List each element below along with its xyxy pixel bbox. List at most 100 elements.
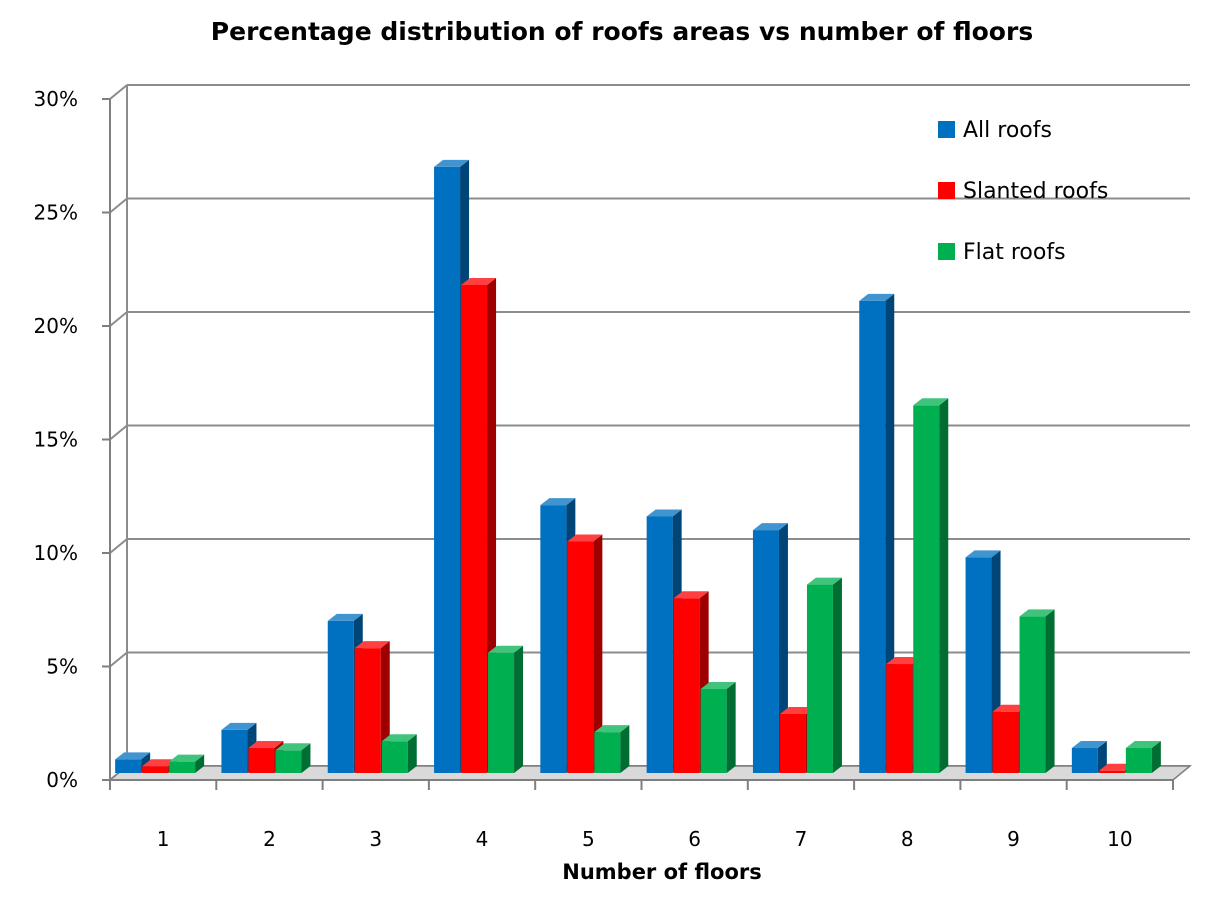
y-tick-label: 10% xyxy=(34,541,78,565)
y-tick-label: 30% xyxy=(34,87,78,111)
bar-front xyxy=(992,711,1019,773)
bar-top xyxy=(142,759,178,767)
bar-front xyxy=(115,759,142,773)
bar-top xyxy=(1071,741,1107,749)
bar xyxy=(913,398,949,773)
bar-top xyxy=(169,754,205,762)
legend-swatch xyxy=(938,121,955,138)
x-tick-label: 8 xyxy=(901,827,914,851)
bar-side xyxy=(885,293,895,773)
bar xyxy=(594,725,630,773)
bar-top xyxy=(567,534,603,542)
x-tick-label: 9 xyxy=(1007,827,1020,851)
legend-swatch xyxy=(938,182,955,199)
bar-front xyxy=(886,664,913,773)
bar-top xyxy=(859,293,895,301)
legend-label: All roofs xyxy=(963,118,1052,143)
bar-front xyxy=(354,648,381,773)
bar-front xyxy=(540,505,567,773)
y-tick-label: 20% xyxy=(34,314,78,338)
x-axis-tick-labels: 1 2 3 4 5 6 7 8 9 10 xyxy=(157,827,1133,851)
bar-front xyxy=(752,530,779,773)
bar-front xyxy=(248,748,275,773)
gridline-side xyxy=(109,424,128,441)
bar-top xyxy=(913,398,949,406)
gridline-side xyxy=(109,651,128,668)
bar xyxy=(1019,609,1055,773)
bar xyxy=(1125,741,1161,773)
bar-front xyxy=(1071,748,1098,773)
bar-side xyxy=(407,734,417,773)
bar-side xyxy=(301,743,311,773)
bar-front xyxy=(169,761,196,773)
x-tick-label: 4 xyxy=(476,827,489,851)
bar-top xyxy=(992,704,1028,712)
bar-top xyxy=(1019,609,1055,617)
bar-top xyxy=(381,734,417,742)
bar xyxy=(859,293,895,773)
x-tick-label: 6 xyxy=(688,827,701,851)
bar-front xyxy=(779,713,806,773)
bar xyxy=(381,734,417,773)
bar-front xyxy=(673,598,700,773)
bar xyxy=(169,754,205,773)
x-tick-label: 10 xyxy=(1107,827,1132,851)
bar-top xyxy=(354,641,390,649)
legend-label: Flat roofs xyxy=(963,240,1066,265)
bar-front xyxy=(859,300,886,773)
x-axis-title: Number of floors xyxy=(562,860,762,884)
bar-front xyxy=(1098,770,1125,773)
y-tick-label: 0% xyxy=(46,768,78,792)
bar-side xyxy=(620,725,630,773)
bar xyxy=(275,743,311,773)
bar-top xyxy=(594,725,630,733)
bar-front xyxy=(1125,748,1152,773)
bar-front xyxy=(275,750,302,773)
x-tick-label: 7 xyxy=(795,827,808,851)
bar xyxy=(567,534,603,773)
bar-side xyxy=(1097,741,1107,773)
bar-top xyxy=(700,682,736,690)
bar xyxy=(1071,741,1107,773)
chart-title: Percentage distribution of roofs areas v… xyxy=(211,17,1033,46)
bar-top xyxy=(115,752,151,760)
bar-front xyxy=(913,405,940,773)
bar-top xyxy=(965,550,1001,558)
y-tick-label: 5% xyxy=(46,655,78,679)
gridline-side xyxy=(109,84,128,100)
bar-front xyxy=(327,620,354,773)
bar-top xyxy=(1098,763,1134,771)
legend-label: Slanted roofs xyxy=(963,179,1108,204)
bar xyxy=(700,682,736,773)
bar-front xyxy=(488,652,515,773)
bar-front xyxy=(567,541,594,773)
bar-front xyxy=(806,584,833,773)
bar-side xyxy=(832,577,842,773)
bar-side xyxy=(593,534,603,773)
bar-front xyxy=(700,689,727,773)
bar-front xyxy=(221,729,248,773)
bar-top xyxy=(806,577,842,585)
x-tick-label: 3 xyxy=(369,827,382,851)
bar-top xyxy=(248,741,284,749)
bar-front xyxy=(461,284,488,773)
bar-side xyxy=(1151,741,1161,773)
bar-front xyxy=(646,516,673,773)
bar-top xyxy=(540,498,576,506)
bar-top xyxy=(646,509,682,517)
bar-top xyxy=(886,657,922,665)
x-tick-label: 2 xyxy=(263,827,276,851)
legend-swatch xyxy=(938,243,955,260)
bar-top xyxy=(779,706,815,714)
y-tick-label: 25% xyxy=(34,201,78,225)
bar-top xyxy=(1125,741,1161,749)
bar-side xyxy=(726,682,736,773)
bar xyxy=(806,577,842,773)
bar-top xyxy=(673,591,709,599)
legend: All roofs Slanted roofs Flat roofs xyxy=(938,118,1108,265)
y-axis-tick-labels: 0% 5% 10% 15% 20% 25% 30% xyxy=(34,87,78,792)
bar-side xyxy=(514,645,524,773)
gridline-side xyxy=(109,311,128,327)
